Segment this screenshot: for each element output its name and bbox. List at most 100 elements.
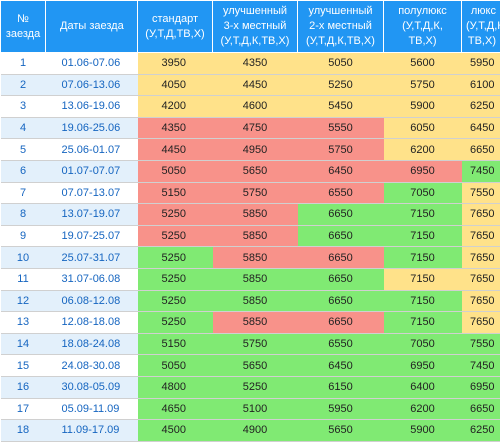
price-standard: 5250 xyxy=(138,290,213,312)
price-lux: 7650 xyxy=(462,268,500,290)
price-improved-3: 4900 xyxy=(213,420,298,442)
price-standard: 5050 xyxy=(138,355,213,377)
price-lux: 7550 xyxy=(462,333,500,355)
price-improved-3: 5100 xyxy=(213,398,298,420)
row-dates: 05.09-11.09 xyxy=(46,398,138,420)
price-improved-2: 6150 xyxy=(298,376,384,398)
price-improved-2: 5050 xyxy=(298,53,384,75)
price-improved-2: 5550 xyxy=(298,117,384,139)
header-semi-lux-line1: полулюкс xyxy=(398,5,447,17)
price-semi-lux: 6950 xyxy=(384,355,462,377)
header-standard-line1: стандарт xyxy=(152,13,198,25)
price-improved-3: 5750 xyxy=(213,333,298,355)
price-semi-lux: 7150 xyxy=(384,290,462,312)
price-semi-lux: 6950 xyxy=(384,160,462,182)
table-row: 6 01.07-07.07 5050 5650 6450 6950 7450 xyxy=(1,160,500,182)
price-lux: 5950 xyxy=(462,53,500,75)
price-improved-3: 4600 xyxy=(213,96,298,118)
table-row: 3 13.06-19.06 4200 4600 5450 5900 6250 xyxy=(1,96,500,118)
price-standard: 5250 xyxy=(138,312,213,334)
row-dates: 25.07-31.07 xyxy=(46,247,138,269)
price-improved-2: 6550 xyxy=(298,333,384,355)
price-semi-lux: 6200 xyxy=(384,139,462,161)
row-num: 8 xyxy=(1,204,46,226)
header-improved-3-line2: 3-х местный xyxy=(224,20,287,32)
row-dates: 11.09-17.09 xyxy=(46,420,138,442)
row-num: 17 xyxy=(1,398,46,420)
row-num: 18 xyxy=(1,420,46,442)
price-semi-lux: 6050 xyxy=(384,117,462,139)
price-lux: 7650 xyxy=(462,204,500,226)
price-standard: 3950 xyxy=(138,53,213,75)
price-semi-lux: 7050 xyxy=(384,333,462,355)
header-semi-lux-line3: ТВ,Х) xyxy=(408,35,436,47)
header-semi-lux-line2: (У,Т,Д,К, xyxy=(402,20,443,32)
price-improved-3: 5850 xyxy=(213,290,298,312)
row-dates: 06.08-12.08 xyxy=(46,290,138,312)
price-semi-lux: 7150 xyxy=(384,268,462,290)
price-lux: 7650 xyxy=(462,312,500,334)
price-lux: 6250 xyxy=(462,96,500,118)
price-improved-3: 4450 xyxy=(213,74,298,96)
price-improved-3: 5850 xyxy=(213,312,298,334)
price-lux: 6450 xyxy=(462,117,500,139)
row-dates: 13.07-19.07 xyxy=(46,204,138,226)
price-improved-2: 6650 xyxy=(298,225,384,247)
header-improved-3-line3: (У,Т,Д,К,ТВ,Х) xyxy=(221,35,290,47)
price-semi-lux: 5750 xyxy=(384,74,462,96)
row-num: 6 xyxy=(1,160,46,182)
row-num: 3 xyxy=(1,96,46,118)
price-standard: 5250 xyxy=(138,225,213,247)
price-lux: 6950 xyxy=(462,376,500,398)
row-dates: 13.06-19.06 xyxy=(46,96,138,118)
price-standard: 5050 xyxy=(138,160,213,182)
row-num: 7 xyxy=(1,182,46,204)
row-num: 4 xyxy=(1,117,46,139)
price-semi-lux: 5900 xyxy=(384,96,462,118)
header-improved-2: улучшенный 2-х местный (У,Т,Д,К,ТВ,Х) xyxy=(298,1,384,53)
price-improved-3: 5850 xyxy=(213,204,298,226)
row-num: 14 xyxy=(1,333,46,355)
price-improved-2: 6650 xyxy=(298,312,384,334)
row-num: 16 xyxy=(1,376,46,398)
header-lux: люкс (У,Т,Д,К, ТВ,Х) xyxy=(462,1,500,53)
header-semi-lux: полулюкс (У,Т,Д,К, ТВ,Х) xyxy=(384,1,462,53)
table-row: 14 18.08-24.08 5150 5750 6550 7050 7550 xyxy=(1,333,500,355)
table-row: 17 05.09-11.09 4650 5100 5950 6200 6650 xyxy=(1,398,500,420)
price-standard: 4650 xyxy=(138,398,213,420)
row-num: 13 xyxy=(1,312,46,334)
price-improved-3: 4350 xyxy=(213,53,298,75)
header-standard-line2: (У,Т,Д,ТВ,Х) xyxy=(145,28,204,40)
price-standard: 4800 xyxy=(138,376,213,398)
price-lux: 7450 xyxy=(462,160,500,182)
price-improved-3: 4950 xyxy=(213,139,298,161)
header-dates-label: Даты заезда xyxy=(60,20,124,32)
price-semi-lux: 7050 xyxy=(384,182,462,204)
price-improved-3: 5650 xyxy=(213,160,298,182)
price-improved-3: 5850 xyxy=(213,247,298,269)
table-row: 7 07.07-13.07 5150 5750 6550 7050 7550 xyxy=(1,182,500,204)
header-lux-line1: люкс (У,Т,Д,К, xyxy=(466,5,500,32)
table-row: 12 06.08-12.08 5250 5850 6650 7150 7650 xyxy=(1,290,500,312)
price-lux: 6250 xyxy=(462,420,500,442)
price-standard: 4450 xyxy=(138,139,213,161)
row-dates: 18.08-24.08 xyxy=(46,333,138,355)
price-semi-lux: 6200 xyxy=(384,398,462,420)
price-improved-2: 6550 xyxy=(298,182,384,204)
price-improved-2: 5650 xyxy=(298,420,384,442)
price-standard: 4350 xyxy=(138,117,213,139)
header-num-line1: № xyxy=(17,13,29,25)
row-dates: 24.08-30.08 xyxy=(46,355,138,377)
header-improved-2-line3: (У,Т,Д,К,ТВ,Х) xyxy=(306,35,375,47)
price-improved-2: 6650 xyxy=(298,268,384,290)
price-improved-3: 5250 xyxy=(213,376,298,398)
price-standard: 5150 xyxy=(138,333,213,355)
price-lux: 7650 xyxy=(462,225,500,247)
row-dates: 30.08-05.09 xyxy=(46,376,138,398)
price-semi-lux: 6400 xyxy=(384,376,462,398)
price-standard: 4500 xyxy=(138,420,213,442)
price-improved-2: 5250 xyxy=(298,74,384,96)
row-num: 2 xyxy=(1,74,46,96)
price-improved-2: 6650 xyxy=(298,247,384,269)
